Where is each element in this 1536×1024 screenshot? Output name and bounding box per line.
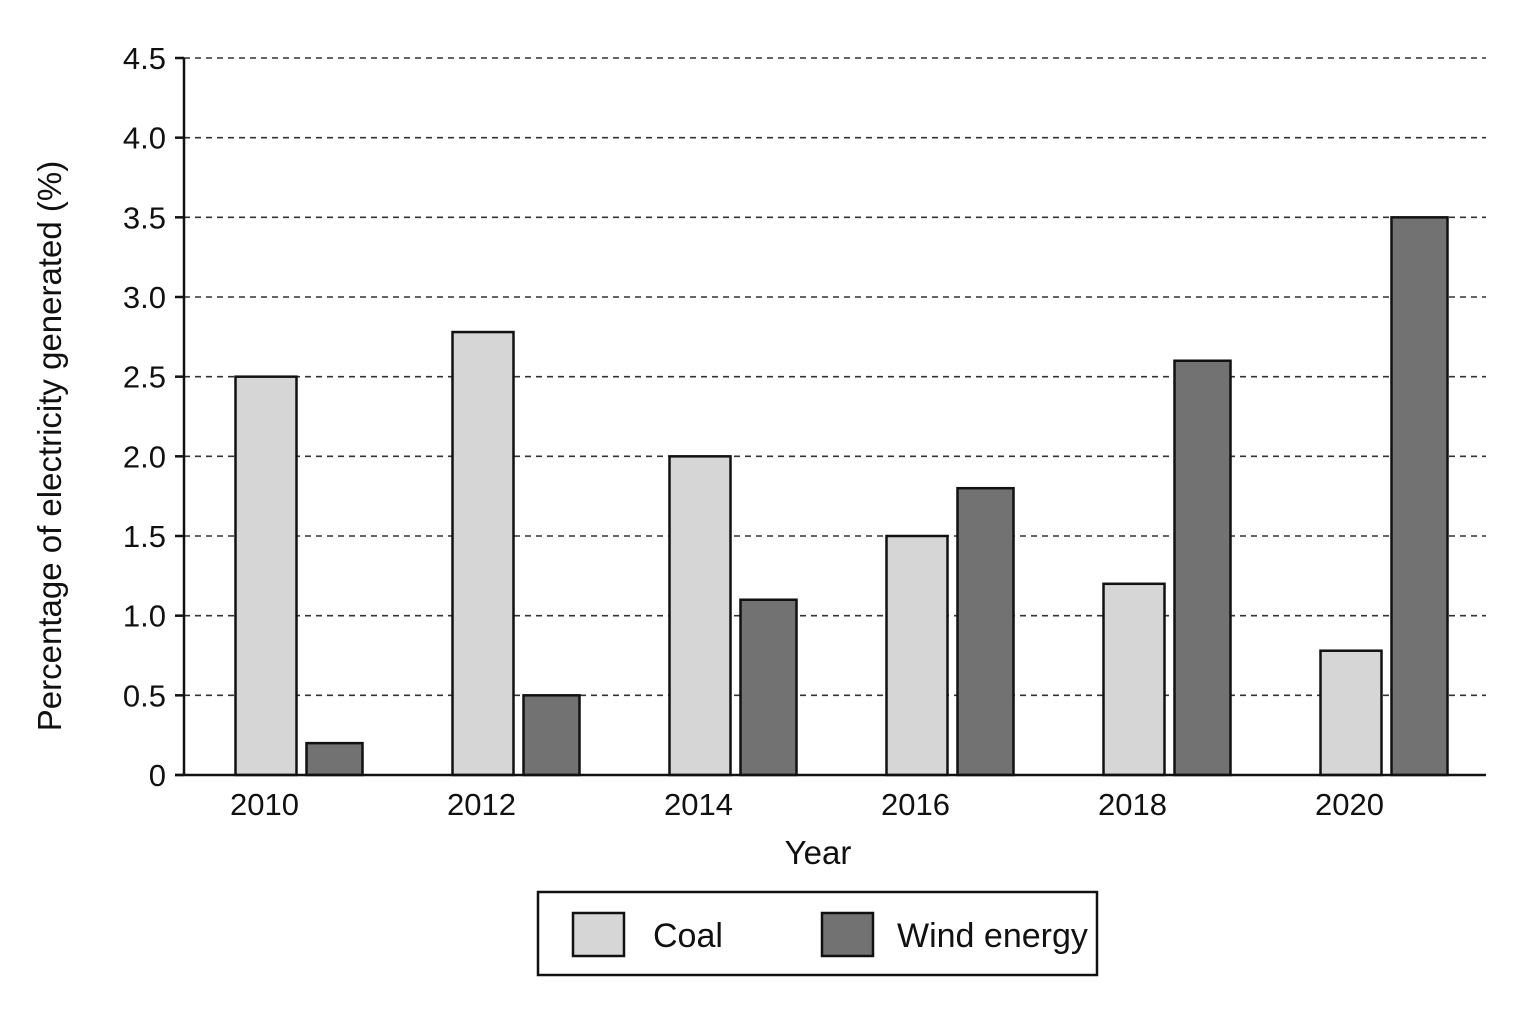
- x-tick-label: 2018: [1098, 787, 1167, 822]
- legend-swatch-wind-energy: [820, 911, 875, 958]
- legend-label-coal: Coal: [653, 917, 723, 955]
- axes: [175, 56, 1486, 777]
- legend-box: [536, 890, 1099, 977]
- bar-wind-energy-2018: [1173, 359, 1232, 777]
- y-tick-label: 0: [149, 758, 166, 793]
- x-tick-labels: 2010 2012 2014 2016 2018 2020: [230, 787, 1384, 822]
- y-tick-label: 2.5: [123, 360, 166, 395]
- y-tick-label: 1.5: [123, 519, 166, 554]
- bar-wind-energy-2016: [956, 486, 1015, 777]
- bar-coal-2020: [1319, 649, 1383, 777]
- bar-wind-energy-2010: [305, 741, 364, 777]
- y-tick-label: 4.0: [123, 121, 166, 156]
- x-axis-title: Year: [785, 834, 852, 871]
- bar-coal-2016: [885, 534, 949, 777]
- bar-coal-2010: [234, 375, 298, 777]
- bar-wind-energy-2012: [522, 694, 581, 777]
- bars: [234, 216, 1449, 777]
- bar-coal-2018: [1102, 582, 1166, 777]
- y-tick-label: 3.5: [123, 200, 166, 235]
- bar-wind-energy-2014: [739, 598, 798, 777]
- y-tick-label: 1.0: [123, 599, 166, 634]
- y-tick-labels: 0 0.5 1.0 1.5 2.0 2.5 3.0 3.5 4.0 4.5: [123, 41, 166, 793]
- x-tick-label: 2012: [447, 787, 516, 822]
- y-tick-label: 4.5: [123, 41, 166, 76]
- y-tick-label: 0.5: [123, 678, 166, 713]
- bar-wind-energy-2020: [1390, 216, 1449, 777]
- y-tick-label: 3.0: [123, 280, 166, 315]
- legend: Coal Wind energy: [536, 890, 1099, 977]
- legend-swatch-coal: [571, 911, 626, 958]
- y-tick-label: 2.0: [123, 439, 166, 474]
- y-axis-title: Percentage of electricity generated (%): [31, 161, 68, 731]
- legend-label-wind-energy: Wind energy: [897, 917, 1088, 955]
- x-tick-label: 2016: [881, 787, 950, 822]
- x-tick-label: 2010: [230, 787, 299, 822]
- bar-coal-2012: [451, 330, 515, 777]
- x-tick-label: 2020: [1315, 787, 1384, 822]
- x-tick-label: 2014: [664, 787, 733, 822]
- grid-lines: [184, 57, 1486, 697]
- bar-coal-2014: [668, 455, 732, 777]
